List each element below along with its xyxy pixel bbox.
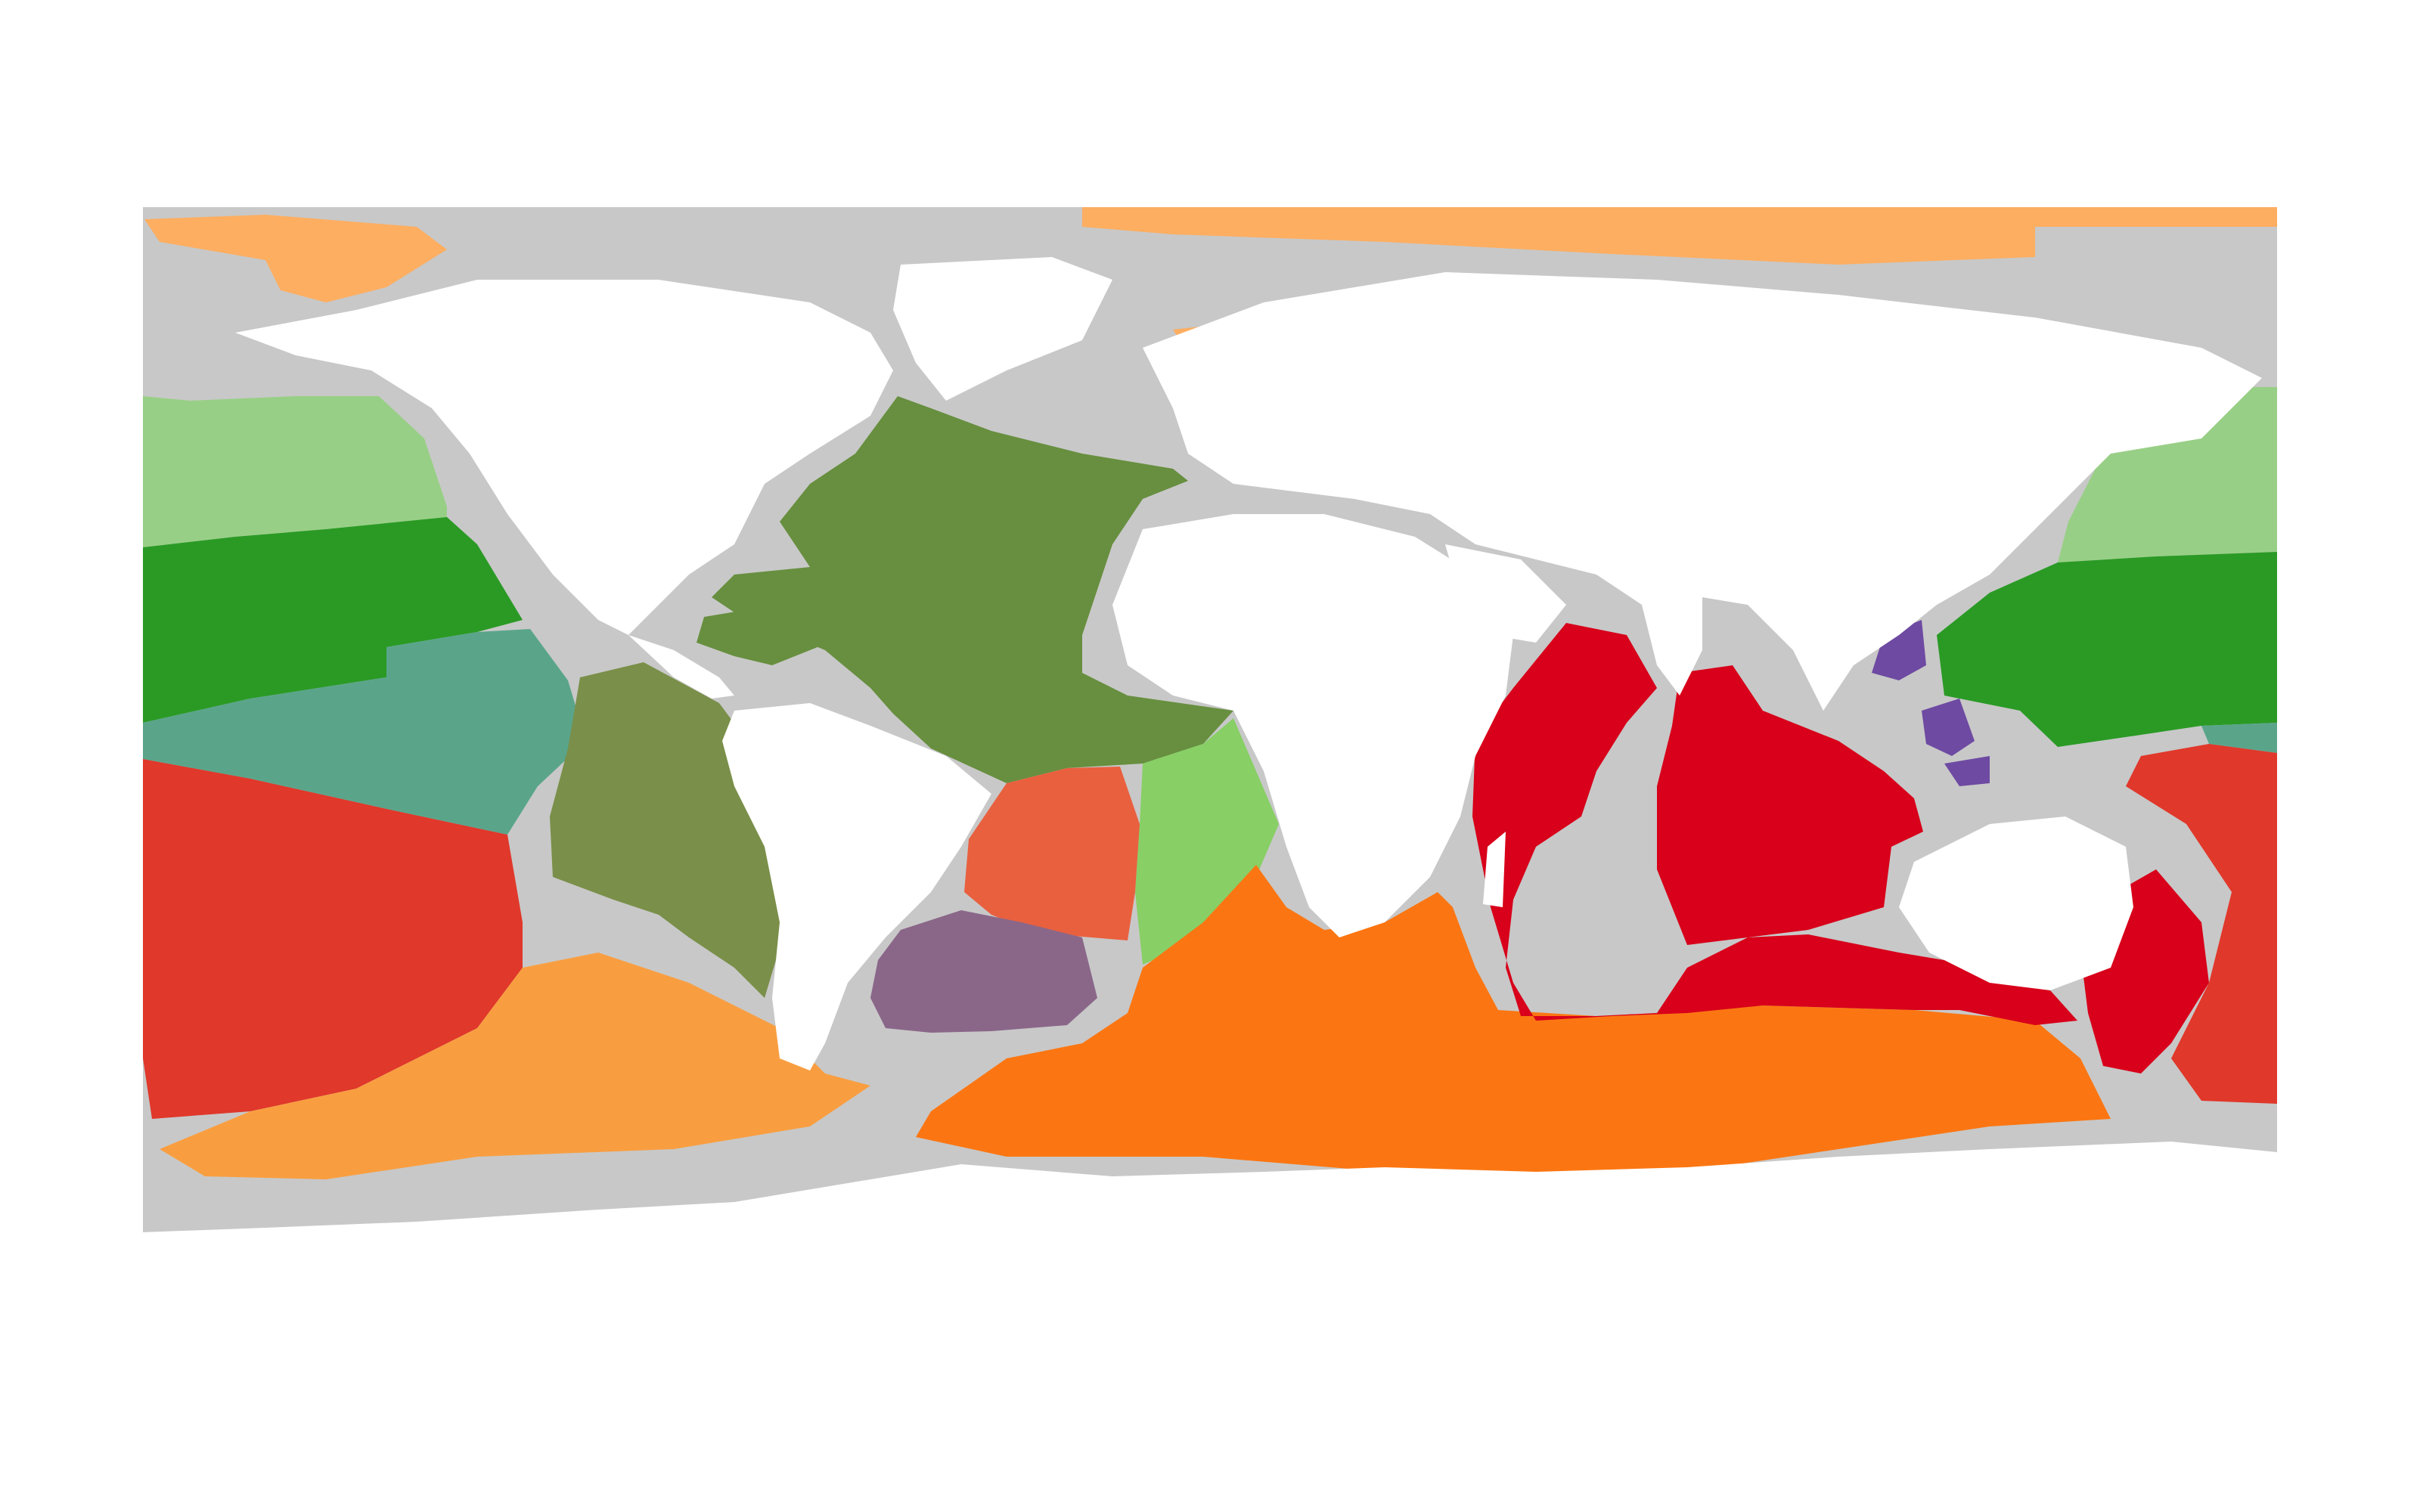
land-south-america [722,703,991,1070]
province-indian-ocean-west [1472,623,2077,1025]
land-india [1642,597,1702,696]
province-arctic-1 [1082,207,2277,265]
province-north-atlantic [712,396,1233,783]
province-southern-ocean-pacific [160,953,870,1179]
land-antarctica [143,1142,2277,1240]
province-east-tropical-atlantic [1135,718,1279,965]
province-indo-pacific-marginal-3 [1944,756,1990,786]
land-madagascar [1483,832,1506,907]
province-north-pacific-subarctic-west [143,396,447,547]
province-north-pacific-central-east [1937,552,2277,747]
province-argentine-basin [870,910,1097,1033]
land-eurasia [1143,272,2262,711]
land-arabia [1445,544,1566,643]
land-africa [1112,514,1513,937]
province-arctic-2 [144,215,447,302]
province-east-pacific [143,629,586,835]
land-greenland [893,257,1112,401]
landmasses [143,257,2277,1240]
land-australia [1899,816,2133,990]
province-north-pacific-subarctic-east [2058,387,2277,562]
province-indian-ocean-east [1657,665,1923,945]
province-indo-pacific-marginal-2 [1922,699,1975,756]
province-north-atlantic-caribbean [697,609,818,665]
province-south-pacific-west [143,759,523,1119]
land-north-america [235,280,893,635]
province-north-pacific-central-west [143,517,523,723]
land-central-america [628,635,734,699]
province-south-atlantic-central [964,767,1140,940]
province-southern-ocean-indian [916,865,2111,1176]
province-south-pacific-east [2126,744,2277,1104]
